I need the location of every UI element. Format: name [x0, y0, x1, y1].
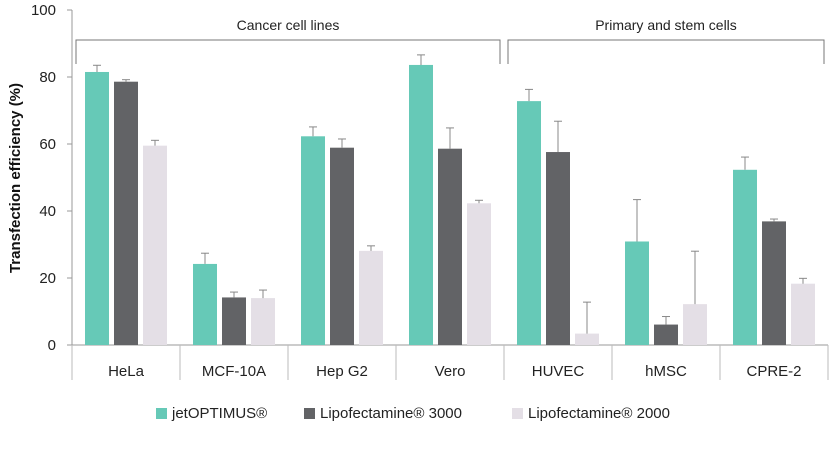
- x-tick-label: HUVEC: [532, 363, 585, 380]
- legend-swatch: [512, 408, 523, 419]
- bars: [85, 64, 815, 346]
- x-tick-label: CPRE-2: [746, 363, 801, 380]
- bar: [791, 283, 815, 345]
- y-tick-label: 20: [39, 270, 56, 287]
- bar: [467, 203, 491, 345]
- bar: [330, 147, 354, 345]
- bar: [438, 148, 462, 345]
- y-tick-label: 100: [31, 2, 56, 19]
- axes: 0 20 40 60 80 100 HeLa MCF-10A Hep G2 Vero HUVEC hM…: [31, 2, 829, 380]
- bar: [654, 324, 678, 345]
- group-annotations: Cancer cell lines Primary and stem cells: [75, 17, 825, 64]
- legend-label: Lipofectamine® 2000: [528, 405, 670, 422]
- x-tick-label: HeLa: [108, 363, 145, 380]
- x-tick-label: MCF-10A: [202, 363, 266, 380]
- bar: [683, 304, 707, 345]
- bar: [114, 81, 138, 345]
- bar: [143, 145, 167, 345]
- group-bracket: [75, 39, 501, 64]
- y-tick-label: 80: [39, 69, 56, 86]
- x-tick-label: hMSC: [645, 363, 687, 380]
- legend-swatch: [156, 408, 167, 419]
- y-tick-label: 60: [39, 136, 56, 153]
- legend: jetOPTIMUS® Lipofectamine® 3000 Lipofectam…: [156, 405, 670, 422]
- group-label: Cancer cell lines: [237, 17, 340, 33]
- x-tick-label: Hep G2: [316, 363, 368, 380]
- bar: [193, 263, 217, 345]
- y-axis-label: Transfection efficiency (%): [7, 83, 24, 273]
- bar: [85, 71, 109, 345]
- error-bars: [93, 54, 807, 334]
- bar: [301, 136, 325, 345]
- group-bracket: [507, 39, 825, 64]
- x-tick-label: Vero: [435, 363, 466, 380]
- bar: [625, 241, 649, 345]
- bar: [222, 297, 246, 345]
- bar: [546, 152, 570, 345]
- legend-label: Lipofectamine® 3000: [320, 405, 462, 422]
- bar: [762, 221, 786, 345]
- legend-swatch: [304, 408, 315, 419]
- bar: [409, 64, 433, 345]
- y-tick-label: 0: [48, 337, 56, 354]
- group-label: Primary and stem cells: [595, 17, 737, 33]
- bar: [575, 333, 599, 345]
- bar: [517, 101, 541, 346]
- y-tick-label: 40: [39, 203, 56, 220]
- bar: [251, 298, 275, 345]
- bar: [359, 250, 383, 345]
- bar: [733, 169, 757, 345]
- legend-label: jetOPTIMUS®: [171, 405, 267, 422]
